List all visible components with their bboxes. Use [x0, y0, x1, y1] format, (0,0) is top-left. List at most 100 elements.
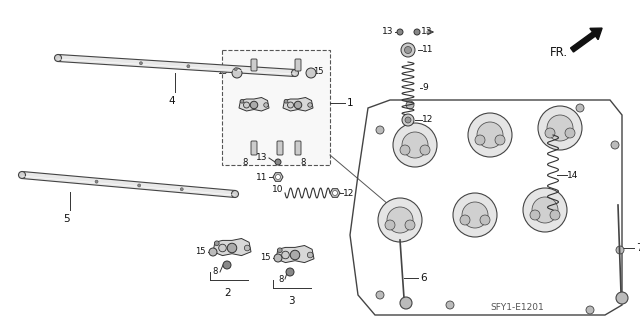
Circle shape [475, 135, 485, 145]
Circle shape [275, 174, 280, 180]
Circle shape [460, 215, 470, 225]
Text: 6: 6 [420, 273, 427, 283]
Circle shape [393, 123, 437, 167]
Polygon shape [276, 246, 314, 263]
Circle shape [565, 128, 575, 138]
Circle shape [95, 180, 98, 183]
Circle shape [140, 62, 143, 65]
Text: 12: 12 [343, 189, 355, 197]
Circle shape [376, 126, 384, 134]
Circle shape [406, 101, 414, 109]
Circle shape [385, 220, 395, 230]
Circle shape [547, 115, 573, 141]
Circle shape [291, 70, 298, 77]
Text: 7: 7 [636, 243, 640, 253]
Circle shape [232, 190, 239, 197]
Text: 15: 15 [195, 248, 206, 256]
Circle shape [291, 250, 300, 260]
Polygon shape [213, 239, 251, 256]
Circle shape [405, 220, 415, 230]
Circle shape [616, 246, 624, 254]
Text: 8: 8 [278, 275, 284, 284]
Circle shape [446, 301, 454, 309]
Text: 1: 1 [347, 98, 354, 108]
Text: 11: 11 [422, 46, 433, 55]
Circle shape [219, 244, 227, 252]
Circle shape [402, 132, 428, 158]
Text: 8: 8 [243, 158, 248, 167]
Circle shape [420, 145, 430, 155]
Circle shape [274, 254, 282, 262]
Circle shape [550, 210, 560, 220]
Circle shape [400, 145, 410, 155]
Circle shape [462, 202, 488, 228]
Text: 13: 13 [255, 153, 267, 162]
Circle shape [243, 102, 250, 108]
Circle shape [480, 215, 490, 225]
Text: 13: 13 [381, 27, 393, 36]
Circle shape [209, 248, 217, 256]
Circle shape [275, 159, 281, 165]
Circle shape [244, 245, 250, 251]
Text: 9: 9 [422, 84, 428, 93]
Circle shape [523, 188, 567, 232]
Text: 2: 2 [225, 288, 231, 298]
Text: 11: 11 [255, 173, 267, 182]
Circle shape [530, 210, 540, 220]
FancyBboxPatch shape [251, 59, 257, 71]
Circle shape [294, 101, 301, 109]
Circle shape [376, 291, 384, 299]
Text: 15: 15 [260, 254, 271, 263]
Circle shape [611, 141, 619, 149]
Circle shape [287, 102, 294, 108]
Polygon shape [22, 172, 236, 197]
Circle shape [576, 104, 584, 112]
Circle shape [538, 106, 582, 150]
Circle shape [495, 135, 505, 145]
FancyBboxPatch shape [277, 141, 283, 155]
Circle shape [234, 68, 237, 71]
Circle shape [532, 197, 558, 223]
Circle shape [333, 190, 337, 196]
Circle shape [387, 207, 413, 233]
Circle shape [402, 114, 414, 126]
Text: SFY1-E1201: SFY1-E1201 [490, 303, 544, 313]
FancyArrow shape [570, 28, 602, 52]
Circle shape [400, 297, 412, 309]
Text: 8: 8 [212, 268, 218, 277]
Circle shape [284, 100, 288, 103]
Text: 14: 14 [567, 170, 579, 180]
Polygon shape [58, 55, 295, 77]
Text: 12: 12 [422, 115, 433, 124]
Circle shape [214, 241, 219, 246]
FancyBboxPatch shape [295, 59, 301, 71]
Text: 8: 8 [300, 158, 305, 167]
Bar [222, 50, 330, 165]
Text: 15: 15 [313, 68, 323, 77]
Circle shape [187, 65, 190, 68]
Text: 3: 3 [288, 296, 294, 306]
Circle shape [477, 122, 503, 148]
Polygon shape [283, 98, 313, 111]
Circle shape [138, 184, 141, 187]
Circle shape [227, 243, 237, 253]
Circle shape [453, 193, 497, 237]
Text: 10: 10 [271, 186, 283, 195]
Polygon shape [273, 173, 283, 181]
Circle shape [397, 29, 403, 35]
Circle shape [404, 47, 412, 54]
Text: 15: 15 [218, 68, 228, 77]
Circle shape [240, 100, 244, 103]
Circle shape [282, 251, 289, 259]
Circle shape [308, 103, 312, 107]
Circle shape [586, 306, 594, 314]
Text: 4: 4 [169, 96, 175, 106]
Circle shape [468, 113, 512, 157]
Polygon shape [330, 189, 340, 197]
Circle shape [223, 261, 231, 269]
Circle shape [277, 248, 282, 253]
Circle shape [54, 55, 61, 62]
Text: FR.: FR. [550, 47, 568, 60]
FancyBboxPatch shape [251, 141, 257, 155]
Text: 5: 5 [64, 214, 70, 224]
